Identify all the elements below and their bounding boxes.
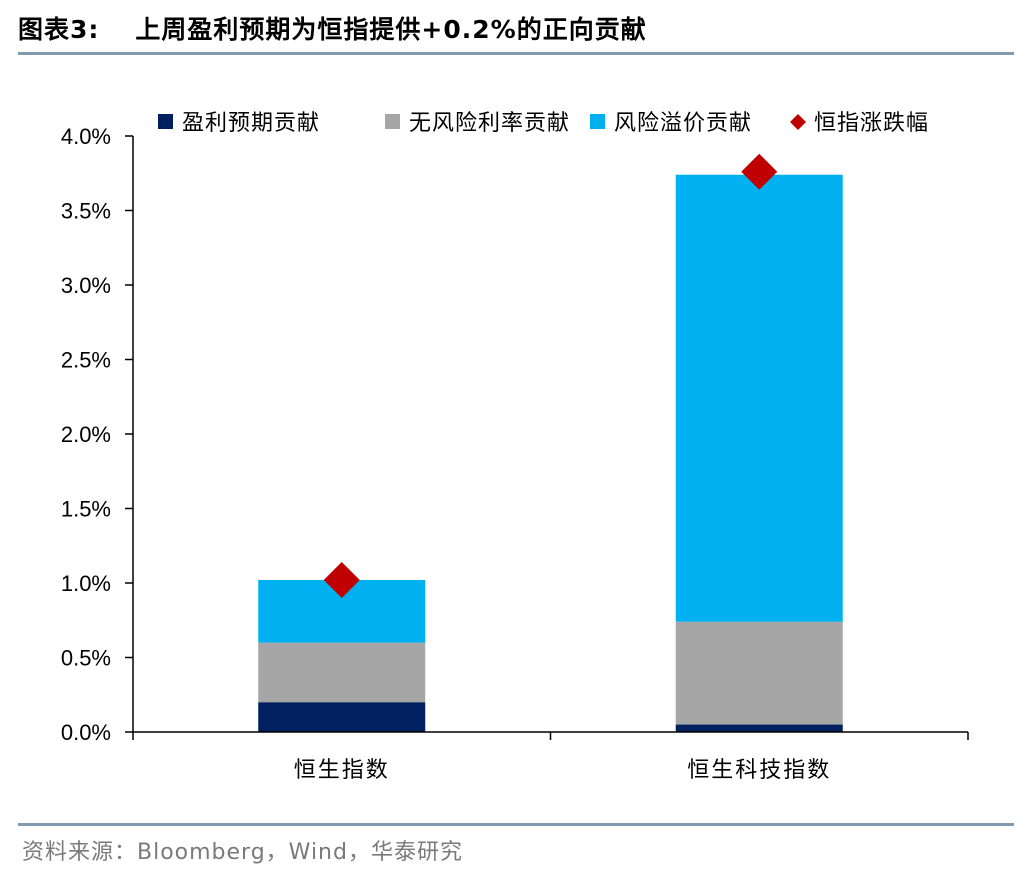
x-category-label: 恒生科技指数 xyxy=(687,758,831,783)
y-axis: 0.0% 0.5% 1.0% 1.5% 2.0% 2.5% 3.0% 3.5% 4.0% xyxy=(61,124,134,745)
y-tick-label: 0.5% xyxy=(61,646,111,671)
bars xyxy=(258,174,843,732)
legend-swatch xyxy=(790,114,806,130)
bar-segment xyxy=(258,642,426,703)
figure-label: 图表3: xyxy=(18,15,100,44)
legend-label: 无风险利率贡献 xyxy=(409,111,570,136)
y-tick-label: 1.5% xyxy=(61,497,111,522)
legend-swatch xyxy=(158,114,173,129)
chart-title: 上周盈利预期为恒指提供+0.2%的正向贡献 xyxy=(135,15,647,44)
legend: 盈利预期贡献 无风险利率贡献 风险溢价贡献 恒指涨跌幅 xyxy=(158,111,929,136)
legend-label: 盈利预期贡献 xyxy=(182,111,320,136)
legend-swatch xyxy=(590,114,605,129)
chart-header: 图表3: 上周盈利预期为恒指提供+0.2%的正向贡献 xyxy=(18,8,647,48)
y-tick-label: 2.5% xyxy=(61,348,111,373)
x-axis: 恒生指数 恒生科技指数 xyxy=(132,731,969,783)
bar-segment xyxy=(675,724,843,732)
y-tick-label: 3.0% xyxy=(61,273,111,298)
diamond-marker xyxy=(323,562,360,599)
x-category-label: 恒生指数 xyxy=(294,758,390,783)
y-tick-label: 0.0% xyxy=(61,720,111,745)
title-divider xyxy=(18,52,1014,55)
y-tick-label: 2.0% xyxy=(61,422,111,447)
bar-segment xyxy=(675,621,843,725)
y-tick-label: 1.0% xyxy=(61,571,111,596)
diamond-marker xyxy=(741,153,778,190)
markers xyxy=(323,153,778,599)
legend-label: 风险溢价贡献 xyxy=(614,111,752,136)
stacked-bar-chart: 盈利预期贡献 无风险利率贡献 风险溢价贡献 恒指涨跌幅 0.0% 0.5% 1.0% 1.5… xyxy=(61,111,969,783)
y-tick-label: 4.0% xyxy=(61,124,111,149)
y-tick-label: 3.5% xyxy=(61,199,111,224)
source-note: 资料来源：Bloomberg，Wind，华泰研究 xyxy=(22,840,463,865)
bar-segment xyxy=(675,174,843,622)
footer-divider xyxy=(18,823,1014,826)
legend-label: 恒指涨跌幅 xyxy=(814,111,929,136)
legend-swatch xyxy=(385,114,400,129)
bar-segment xyxy=(258,702,426,732)
